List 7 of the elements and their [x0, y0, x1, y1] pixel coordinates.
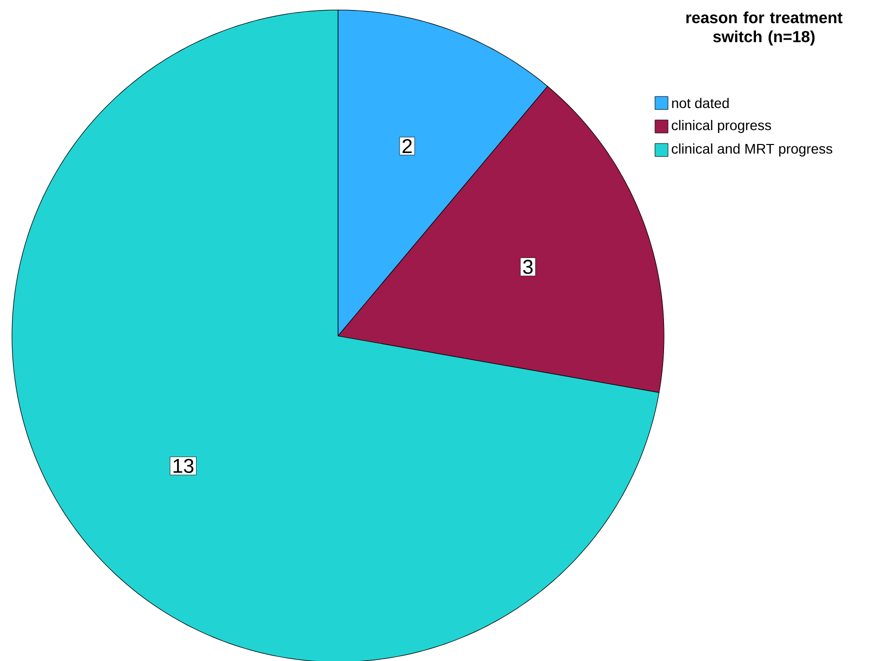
legend-label: clinical and MRT progress — [672, 143, 832, 157]
legend-title: reason for treatment switch (n=18) — [686, 12, 842, 46]
legend-label: clinical progress — [672, 120, 772, 134]
data-label: 2 — [402, 139, 412, 154]
legend-label: not dated — [672, 98, 729, 108]
data-label: 3 — [523, 260, 533, 274]
data-label: 13 — [174, 458, 194, 473]
